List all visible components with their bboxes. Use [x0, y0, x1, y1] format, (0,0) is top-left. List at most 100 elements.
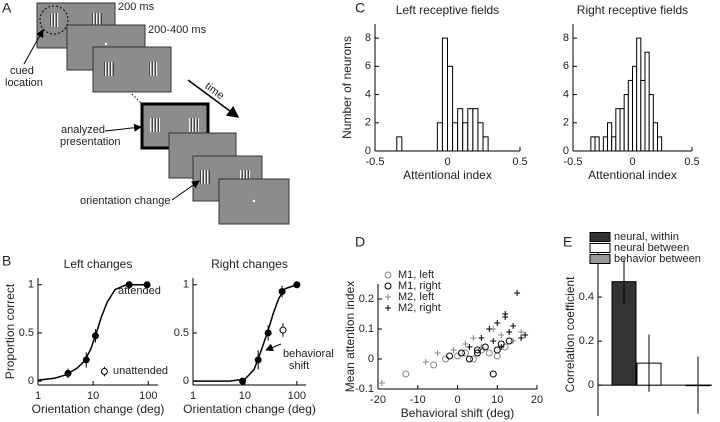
- histogram-bar: [472, 108, 479, 152]
- data-point: [522, 332, 529, 338]
- y-tick-label: 2: [563, 117, 569, 129]
- x-tick-label: 0: [444, 156, 450, 168]
- histogram-bar: [467, 108, 474, 152]
- data-point: [502, 314, 509, 320]
- legend-swatch: [589, 243, 611, 253]
- data-point: [434, 350, 441, 356]
- legend-swatch: [589, 254, 611, 264]
- legend-label: neural, within: [614, 231, 679, 243]
- x-tick-label: 10: [491, 394, 503, 406]
- data-point: [510, 323, 517, 329]
- x-tick-label: 10: [87, 390, 99, 402]
- histogram-bar: [656, 136, 663, 152]
- histogram-bar: [627, 79, 634, 152]
- data-point: [402, 370, 410, 378]
- histogram-bar: [644, 51, 650, 152]
- cue-circle: [39, 5, 69, 35]
- histogram-bar: [632, 65, 638, 152]
- arrow: [23, 29, 44, 65]
- chart-title: Right changes: [211, 257, 288, 271]
- y-tick-label: 0.2: [579, 335, 594, 347]
- grating: [104, 62, 114, 76]
- data-point: [498, 344, 505, 350]
- data-point: [510, 338, 517, 344]
- histogram-bar: [594, 136, 600, 152]
- legend-marker: [384, 282, 392, 290]
- x-tick-label: 100: [139, 390, 157, 402]
- histogram-bar: [611, 136, 617, 152]
- y-tick-label: 0: [368, 353, 374, 365]
- histogram-bar: [652, 122, 658, 152]
- fixation: [104, 42, 108, 46]
- x-tick-label: 20: [531, 394, 543, 406]
- x-tick-label: 1: [35, 390, 41, 402]
- arrow: [104, 123, 142, 132]
- grating: [240, 170, 250, 184]
- histogram-bar: [615, 108, 621, 152]
- y-tick-label: 2: [365, 117, 371, 129]
- diagram-label: 200 ms: [118, 1, 155, 13]
- legend-marker: [385, 305, 391, 311]
- y-axis-label: Mean attention index: [343, 281, 357, 392]
- legend-marker: [385, 294, 391, 300]
- y-tick-label: 0: [28, 375, 34, 387]
- grating: [200, 170, 210, 184]
- y-tick-label: 6: [365, 60, 371, 72]
- histogram-bar: [602, 136, 609, 152]
- legend-marker: [384, 271, 392, 279]
- data-point: [279, 326, 287, 334]
- y-tick-label: 0: [183, 375, 189, 387]
- annotation: attended: [118, 285, 161, 297]
- annotation: unattended: [113, 365, 168, 377]
- data-point: [469, 355, 477, 363]
- histogram-bar: [640, 79, 646, 152]
- histogram-bar: [396, 136, 403, 152]
- data-point: [494, 320, 501, 326]
- data-point: [450, 347, 457, 353]
- y-tick-label: 0.4: [579, 291, 594, 303]
- x-axis-label: Behavioral shift (deg): [401, 406, 514, 420]
- histogram-bar: [636, 37, 642, 152]
- data-point: [462, 341, 469, 347]
- y-tick-label: 0: [588, 379, 594, 391]
- trial-diagram: 200 ms 200-400 ms cued location time ana…: [5, 1, 290, 225]
- x-tick-label: 100: [288, 390, 306, 402]
- data-point: [493, 352, 501, 360]
- x-tick-label: -10: [410, 394, 426, 406]
- histogram-bar: [436, 122, 443, 152]
- data-point: [493, 346, 501, 354]
- y-axis-label: Proportion correct: [3, 283, 17, 379]
- diagram-label: orientation change: [80, 195, 171, 207]
- data-point: [100, 368, 108, 376]
- annotation: shift: [289, 360, 309, 372]
- fit-curve: [193, 284, 298, 382]
- histogram-bar: [462, 122, 469, 152]
- legend-swatch: [589, 232, 611, 242]
- y-axis-label: Correlation coefficient: [563, 276, 577, 393]
- histogram-bar: [590, 136, 596, 152]
- legend-label: behavior between: [614, 253, 701, 265]
- legend-label: M2, left: [398, 291, 434, 303]
- y-tick-label: 0.2: [359, 293, 374, 305]
- legend-label: M1, left: [398, 269, 434, 281]
- y-tick-label: 6: [563, 60, 569, 72]
- y-tick-label: 0.5: [19, 327, 34, 339]
- histogram-bar: [482, 136, 489, 152]
- histogram-bar: [447, 65, 454, 152]
- panel-label: C: [355, 0, 365, 16]
- data-point: [473, 349, 481, 357]
- data-point: [485, 349, 493, 357]
- data-point: [478, 335, 485, 341]
- data-point: [446, 352, 454, 360]
- x-axis-label: Attentional index: [588, 168, 677, 182]
- diagram-label: 200-400 ms: [148, 24, 207, 36]
- y-tick-label: 8: [365, 32, 371, 44]
- data-point: [518, 329, 525, 335]
- data-point: [430, 361, 438, 369]
- panel-label: D: [355, 234, 365, 250]
- grating: [92, 13, 102, 27]
- x-tick-label: -0.5: [564, 156, 583, 168]
- diagram-label: analyzed: [61, 124, 105, 136]
- chart-title: Left receptive fields: [396, 3, 499, 17]
- x-tick-label: 0.5: [512, 156, 527, 168]
